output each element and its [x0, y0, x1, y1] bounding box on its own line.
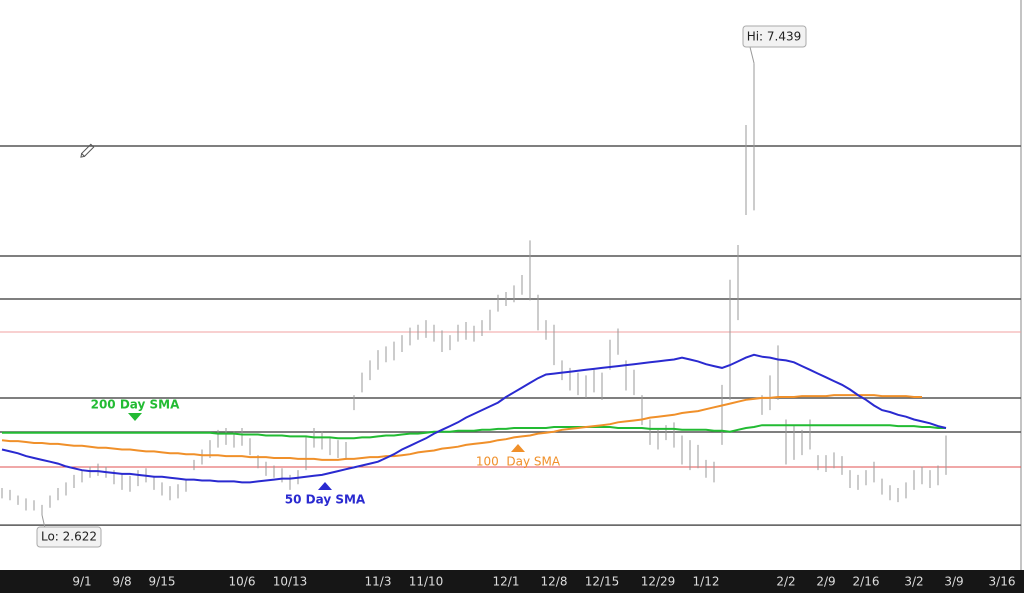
x-tick-label: 10/13 [273, 575, 308, 589]
lo-label: Lo: 2.622 [41, 530, 97, 544]
sma-pointer [128, 413, 142, 421]
x-tick-label: 9/8 [112, 575, 131, 589]
x-tick-label: 11/10 [409, 575, 444, 589]
x-tick-label: 10/6 [229, 575, 256, 589]
sma-line [2, 424, 946, 440]
hi-label: Hi: 7.439 [747, 30, 802, 44]
x-tick-label: 12/1 [493, 575, 520, 589]
x-tick-label: 2/9 [816, 575, 835, 589]
sma-label: 100 Day SMA [476, 455, 561, 469]
lo-pointer [41, 514, 46, 529]
sma-pointer [318, 482, 332, 490]
x-tick-label: 11/3 [365, 575, 392, 589]
x-tick-label: 9/1 [72, 575, 91, 589]
x-tick-label: 1/12 [693, 575, 720, 589]
x-tick-label: 12/15 [585, 575, 620, 589]
plot-area [0, 0, 1024, 570]
x-tick-label: 2/2 [776, 575, 795, 589]
sma-pointer [511, 444, 525, 452]
sma-label: 200 Day SMA [91, 398, 181, 412]
sma-line [1, 353, 947, 484]
hi-pointer [749, 46, 755, 64]
sma-line [1, 394, 922, 461]
x-axis-band [0, 570, 1024, 593]
x-tick-label: 3/9 [944, 575, 963, 589]
x-tick-label: 9/15 [149, 575, 176, 589]
x-tick-label: 12/29 [641, 575, 676, 589]
x-tick-label: 3/16 [989, 575, 1016, 589]
sma-label: 50 Day SMA [285, 493, 366, 507]
x-tick-label: 3/2 [904, 575, 923, 589]
x-tick-label: 12/8 [541, 575, 568, 589]
hi-box [742, 25, 807, 48]
lo-box [36, 526, 102, 548]
x-tick-label: 2/16 [853, 575, 880, 589]
